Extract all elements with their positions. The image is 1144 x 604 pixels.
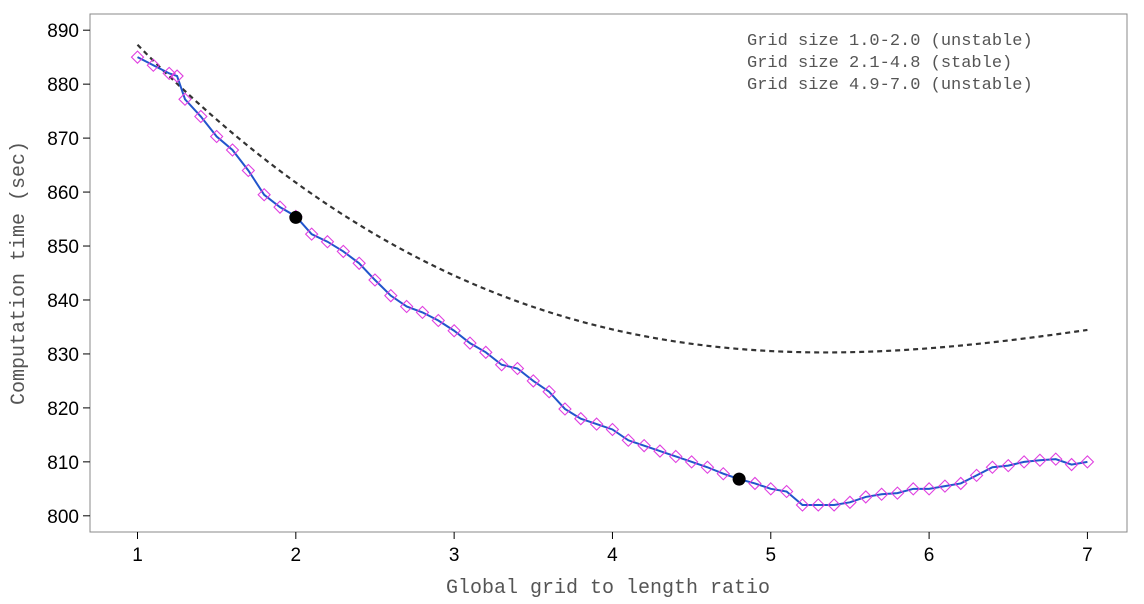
data-point xyxy=(526,374,541,388)
data-point xyxy=(700,460,715,475)
data-point xyxy=(209,129,224,144)
data-point xyxy=(748,476,762,491)
data-point xyxy=(130,50,145,64)
data-point xyxy=(336,244,351,259)
data-point xyxy=(194,109,208,124)
annotation-unstable-low: Grid size 1.0-2.0 (unstable) xyxy=(747,32,1033,51)
data-point xyxy=(415,305,430,320)
data-point xyxy=(589,417,604,431)
data-point xyxy=(1048,452,1063,466)
data-point xyxy=(827,498,841,512)
data-point xyxy=(399,299,414,314)
data-point xyxy=(779,484,794,499)
y-tick-label: 820 xyxy=(47,399,79,420)
y-tick-label: 810 xyxy=(47,453,79,474)
highlight-points-layer xyxy=(289,210,746,486)
data-point xyxy=(1001,458,1016,473)
y-tick-label: 840 xyxy=(47,291,79,312)
measured-line xyxy=(137,56,1088,507)
y-tick-label: 830 xyxy=(47,345,79,366)
data-point xyxy=(985,460,1000,475)
y-tick-label: 800 xyxy=(47,507,79,528)
x-tick-label: 2 xyxy=(291,545,302,566)
data-point xyxy=(463,336,477,350)
y-tick-label: 880 xyxy=(47,75,79,96)
y-axis-title: Computation time (sec) xyxy=(8,141,31,405)
x-tick-label: 3 xyxy=(449,545,460,566)
data-point xyxy=(637,438,651,453)
data-point xyxy=(384,288,398,303)
annotation-unstable-high: Grid size 4.9-7.0 (unstable) xyxy=(747,76,1033,95)
x-tick-label: 1 xyxy=(132,545,143,566)
data-point xyxy=(257,187,271,202)
data-point xyxy=(574,411,588,426)
data-point xyxy=(684,455,699,469)
data-point xyxy=(795,498,810,512)
data-point xyxy=(953,476,968,491)
data-point xyxy=(170,69,184,83)
data-point xyxy=(368,273,382,287)
data-point xyxy=(621,433,636,448)
x-tick-label: 7 xyxy=(1082,545,1093,566)
data-point xyxy=(542,384,556,399)
highlight-point xyxy=(732,472,746,486)
y-tick-label: 870 xyxy=(47,129,79,150)
data-point xyxy=(241,163,256,178)
data-point xyxy=(1080,455,1095,469)
y-tick-label: 860 xyxy=(47,183,79,204)
data-point xyxy=(1033,453,1047,468)
x-axis: 1 2 3 4 5 6 7 xyxy=(132,532,1093,566)
annotation-stable: Grid size 2.1-4.8 (stable) xyxy=(747,54,1012,73)
data-point xyxy=(1064,457,1079,472)
data-point xyxy=(178,92,192,107)
x-axis-title: Global grid to length ratio xyxy=(446,577,770,600)
data-point xyxy=(969,468,984,483)
data-point xyxy=(146,58,161,73)
data-point xyxy=(843,495,857,510)
fit-curve xyxy=(136,43,1088,354)
data-point xyxy=(558,402,572,416)
y-tick-label: 890 xyxy=(47,21,79,42)
data-point xyxy=(304,227,319,241)
data-point xyxy=(162,66,176,81)
data-point xyxy=(479,345,493,360)
x-tick-label: 4 xyxy=(607,545,618,566)
fit-curve-layer xyxy=(136,43,1088,354)
data-point xyxy=(669,449,683,464)
data-point xyxy=(605,422,620,437)
data-point xyxy=(431,313,446,328)
highlight-point xyxy=(289,210,303,224)
annotation-block: Grid size 1.0-2.0 (unstable) Grid size 2… xyxy=(747,32,1033,95)
x-tick-label: 6 xyxy=(924,545,935,566)
data-point xyxy=(858,490,873,504)
x-tick-label: 5 xyxy=(765,545,776,566)
y-axis: 800 810 820 830 840 850 860 870 880 890 xyxy=(47,21,90,528)
data-point xyxy=(320,234,335,249)
y-tick-label: 850 xyxy=(47,237,79,258)
data-point xyxy=(906,482,921,496)
data-point xyxy=(716,466,731,481)
data-point xyxy=(922,482,936,496)
data-point xyxy=(1017,455,1031,469)
data-point xyxy=(352,256,366,271)
data-point xyxy=(447,323,461,338)
data-point xyxy=(811,498,826,512)
data-point xyxy=(890,486,905,500)
measured-series-layer xyxy=(130,50,1095,512)
data-point xyxy=(494,357,509,372)
data-point xyxy=(225,143,240,157)
data-point xyxy=(273,200,287,214)
data-point xyxy=(764,482,778,496)
data-point xyxy=(510,361,525,376)
data-point xyxy=(874,487,889,502)
data-point xyxy=(653,444,667,458)
plot-area-frame xyxy=(89,13,1128,533)
data-point xyxy=(938,479,952,493)
